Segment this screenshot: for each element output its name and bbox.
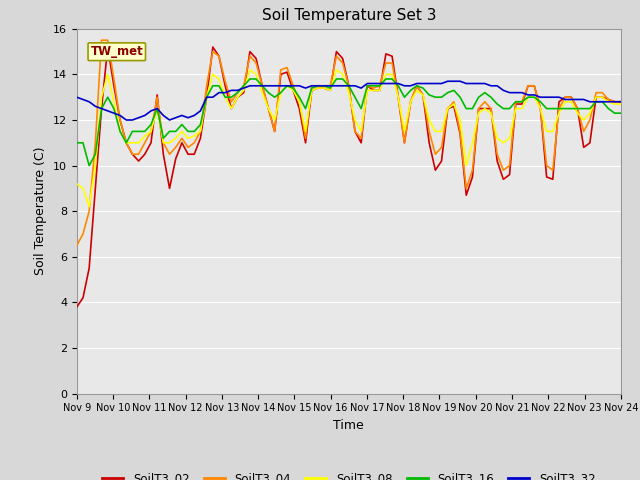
X-axis label: Time: Time <box>333 419 364 432</box>
Title: Soil Temperature Set 3: Soil Temperature Set 3 <box>262 9 436 24</box>
Text: TW_met: TW_met <box>90 45 143 58</box>
Y-axis label: Soil Temperature (C): Soil Temperature (C) <box>35 147 47 276</box>
Legend: SoilT3_02, SoilT3_04, SoilT3_08, SoilT3_16, SoilT3_32: SoilT3_02, SoilT3_04, SoilT3_08, SoilT3_… <box>97 468 600 480</box>
